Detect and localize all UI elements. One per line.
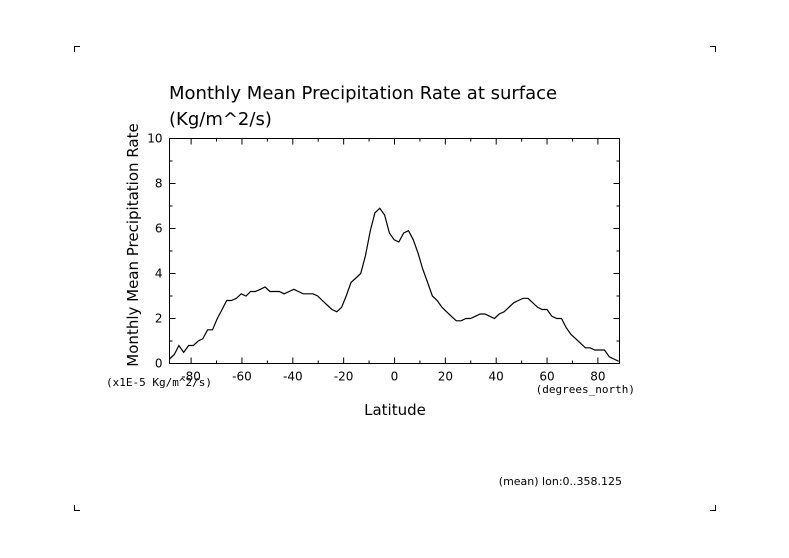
- x-tick-label: -80: [181, 370, 201, 384]
- y-axis-tick-labels: 0 2 4 6 8 10: [147, 132, 162, 371]
- y-tick-label: 6: [155, 222, 163, 236]
- x-tick-label: 80: [590, 370, 605, 384]
- y-tick-label: 0: [155, 357, 163, 371]
- x-tick-label: -60: [232, 370, 252, 384]
- chart-subtitle: (Kg/m^2/s): [169, 109, 272, 130]
- footnote: (mean) lon:0..358.125: [499, 475, 622, 488]
- x-axis-units: (degrees_north): [536, 383, 635, 396]
- y-axis-ticks: [169, 138, 620, 364]
- y-tick-label: 4: [155, 267, 163, 281]
- crop-mark-bottom-right: [710, 505, 716, 511]
- x-axis-tick-labels: -80 -60 -40 -20 0 20 40 60 80: [181, 370, 605, 384]
- crop-mark-top-left: [74, 46, 80, 52]
- x-axis-ticks: [190, 138, 599, 364]
- x-tick-label: 60: [539, 370, 554, 384]
- x-tick-label: -40: [283, 370, 303, 384]
- y-tick-label: 10: [147, 132, 162, 146]
- y-tick-label: 8: [155, 177, 163, 191]
- crop-marks: [74, 46, 716, 511]
- y-tick-label: 2: [155, 312, 163, 326]
- series-line: [169, 207, 619, 362]
- x-tick-label: 0: [391, 370, 399, 384]
- chart-title: Monthly Mean Precipitation Rate at surfa…: [169, 83, 557, 104]
- x-tick-label: 20: [438, 370, 453, 384]
- y-axis-units: (x1E-5 Kg/m^2/s): [106, 376, 212, 389]
- crop-mark-top-right: [710, 46, 716, 52]
- plot-frame: [169, 138, 620, 364]
- y-axis-label: Monthly Mean Precipitation Rate: [124, 123, 142, 366]
- x-axis-label: Latitude: [364, 401, 426, 419]
- x-tick-label: 40: [489, 370, 504, 384]
- crop-mark-bottom-left: [74, 505, 80, 511]
- x-tick-label: -20: [334, 370, 354, 384]
